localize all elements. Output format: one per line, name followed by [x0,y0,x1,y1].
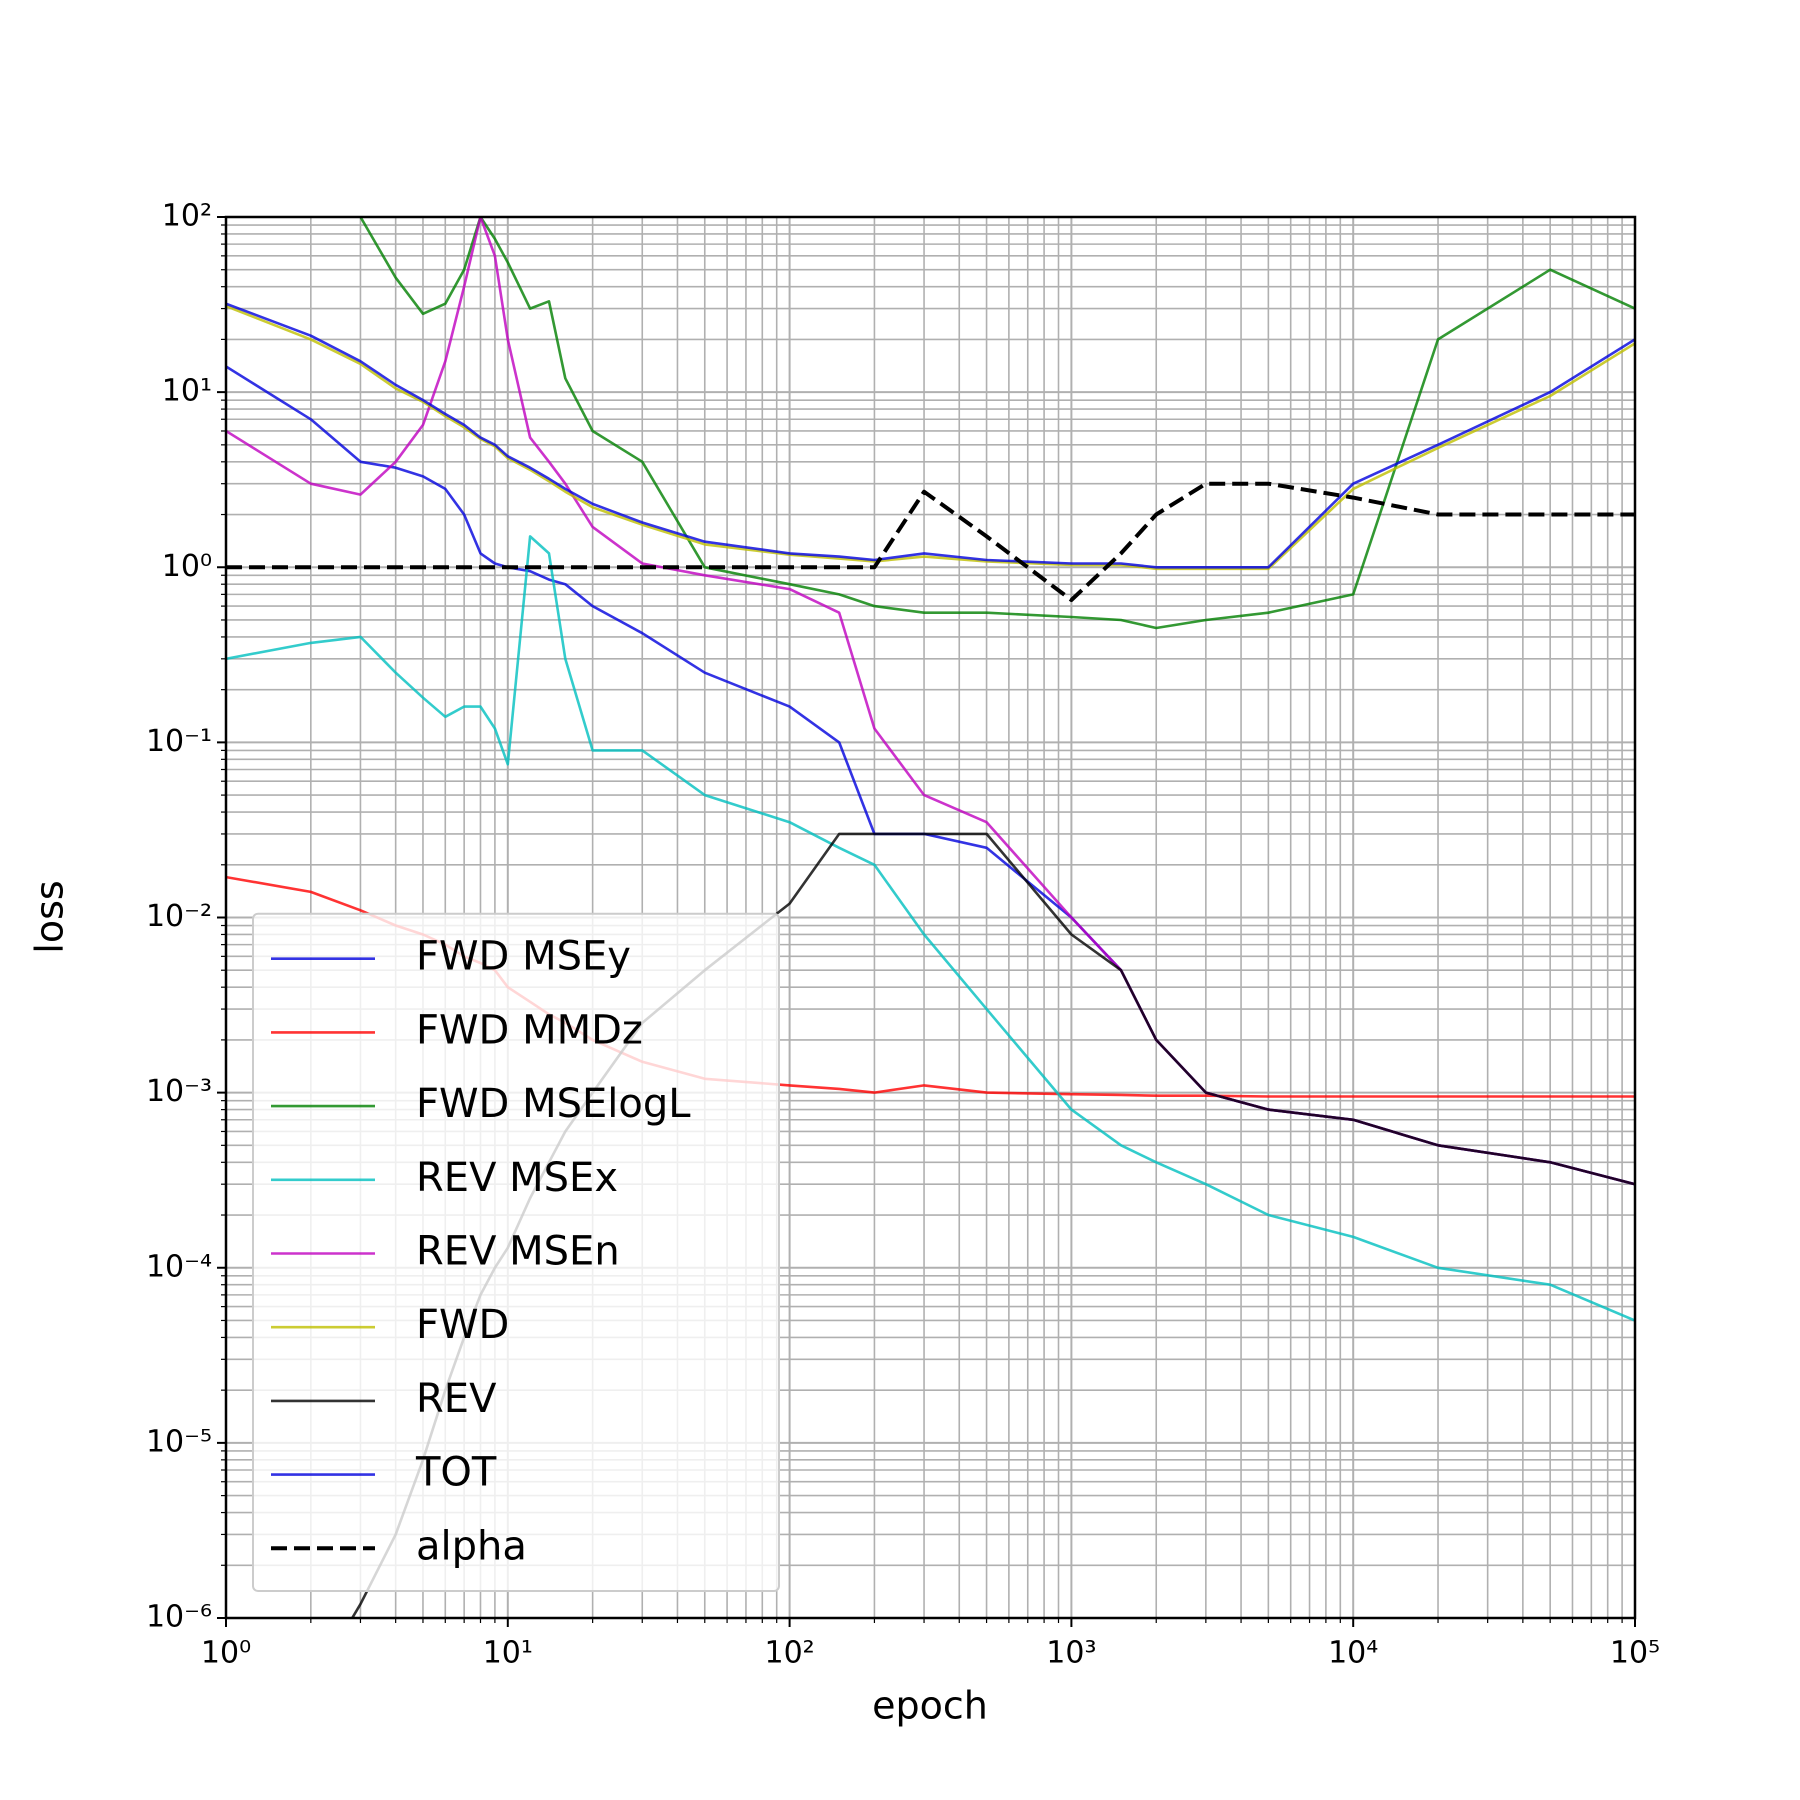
series-line [226,302,1635,569]
x-tick-label: 10⁴ [1328,1636,1378,1671]
y-tick-label: 10⁻³ [146,1074,212,1109]
y-tick-label: 10⁻² [146,899,212,934]
legend-label: FWD MSEy [416,934,631,980]
x-tick-label: 10¹ [483,1636,533,1671]
y-axis-label: loss [28,880,72,953]
x-tick-label: 10³ [1046,1636,1096,1671]
y-tick-label: 10² [162,199,212,234]
legend-label: REV [416,1376,497,1422]
series-line [226,535,1635,1322]
x-tick-label: 10⁰ [201,1636,251,1671]
series-line [358,217,1635,630]
legend-label: REV MSEx [416,1155,618,1201]
legend-label: FWD MMDz [416,1007,643,1053]
legend: FWD MSEy FWD MMDz FWD MSElogL REV MSEx REV M… [252,912,780,1592]
ticks: 10⁰ 10¹ 10² 10³ 10⁴ 10⁵ 10⁻⁶ 10⁻⁵ 10⁻⁴ 10⁻³ 10⁻² 10… [146,199,1660,1671]
x-tick-label: 10² [764,1636,814,1671]
legend-label: FWD MSElogL [416,1081,691,1127]
legend-label: alpha [416,1523,527,1569]
legend-label: TOT [415,1450,497,1496]
y-tick-label: 10⁻⁴ [146,1249,212,1284]
y-tick-label: 10¹ [162,374,212,409]
x-tick-label: 10⁵ [1610,1636,1660,1671]
y-tick-label: 10⁻¹ [146,724,212,759]
y-tick-label: 10⁻⁶ [146,1600,212,1635]
x-axis-label: epoch [872,1684,988,1728]
y-tick-label: 10⁻⁵ [146,1424,212,1459]
legend-box [252,912,780,1592]
series-line [226,481,1635,602]
legend-label: FWD [416,1302,509,1348]
legend-label: REV MSEn [416,1229,620,1275]
y-tick-label: 10⁰ [162,549,212,584]
series-line [226,304,1635,571]
